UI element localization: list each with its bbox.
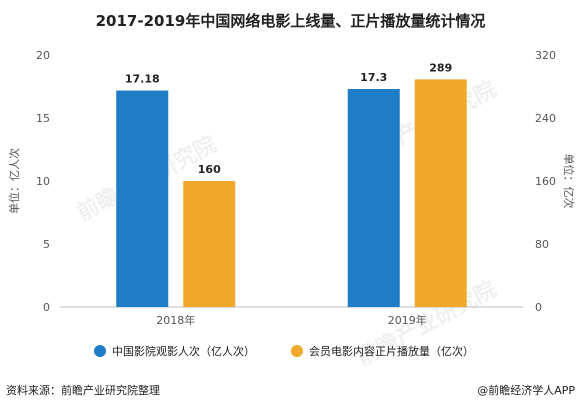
legend-label: 会员电影内容正片播放量（亿次）	[309, 344, 474, 358]
axes-layer: 0 5 10 15 20 0 80 160 240 320 单位：亿人次 单位：亿次 2018年 2019…	[7, 49, 576, 327]
data-labels-layer: 17.18 160 17.3 289	[125, 61, 452, 176]
y-left-tick-label: 5	[43, 238, 50, 251]
y-right-tick-label: 320	[535, 49, 556, 62]
bar-audience-2	[347, 89, 400, 308]
y-right-tick-label: 240	[535, 112, 556, 125]
y-right-tick-label: 160	[535, 175, 556, 188]
x-tick-label: 2018年	[156, 313, 195, 327]
bar-audience-1	[116, 90, 169, 307]
legend-marker	[291, 345, 303, 357]
legend: 中国影院观影人次（亿人次） 会员电影内容正片播放量（亿次）	[94, 344, 474, 358]
y-left-tick-label: 20	[36, 49, 50, 62]
bar-plays-2	[414, 79, 467, 307]
y-right-tick-label: 0	[535, 301, 542, 314]
chart-title: 2017-2019年中国网络电影上线量、正片播放量统计情况	[95, 12, 486, 30]
legend-label: 中国影院观影人次（亿人次）	[112, 344, 255, 358]
y-right-tick-label: 80	[535, 238, 549, 251]
legend-marker	[94, 345, 106, 357]
data-label: 17.18	[125, 73, 160, 86]
x-tick-label: 2019年	[388, 313, 427, 327]
bars-layer	[116, 79, 467, 308]
y-left-tick-label: 10	[36, 175, 50, 188]
y-left-axis-label: 单位：亿人次	[7, 148, 21, 214]
y-left-tick-label: 0	[43, 301, 50, 314]
source-note: 资料来源：前瞻产业研究院整理	[6, 384, 160, 397]
data-label: 17.3	[360, 71, 387, 84]
bar-plays-1	[183, 181, 236, 307]
y-left-tick-label: 15	[36, 112, 50, 125]
data-label: 289	[429, 61, 452, 74]
data-label: 160	[198, 163, 221, 176]
brand-note: @前瞻经济学人APP	[477, 384, 575, 397]
y-right-axis-label: 单位：亿次	[562, 154, 576, 209]
